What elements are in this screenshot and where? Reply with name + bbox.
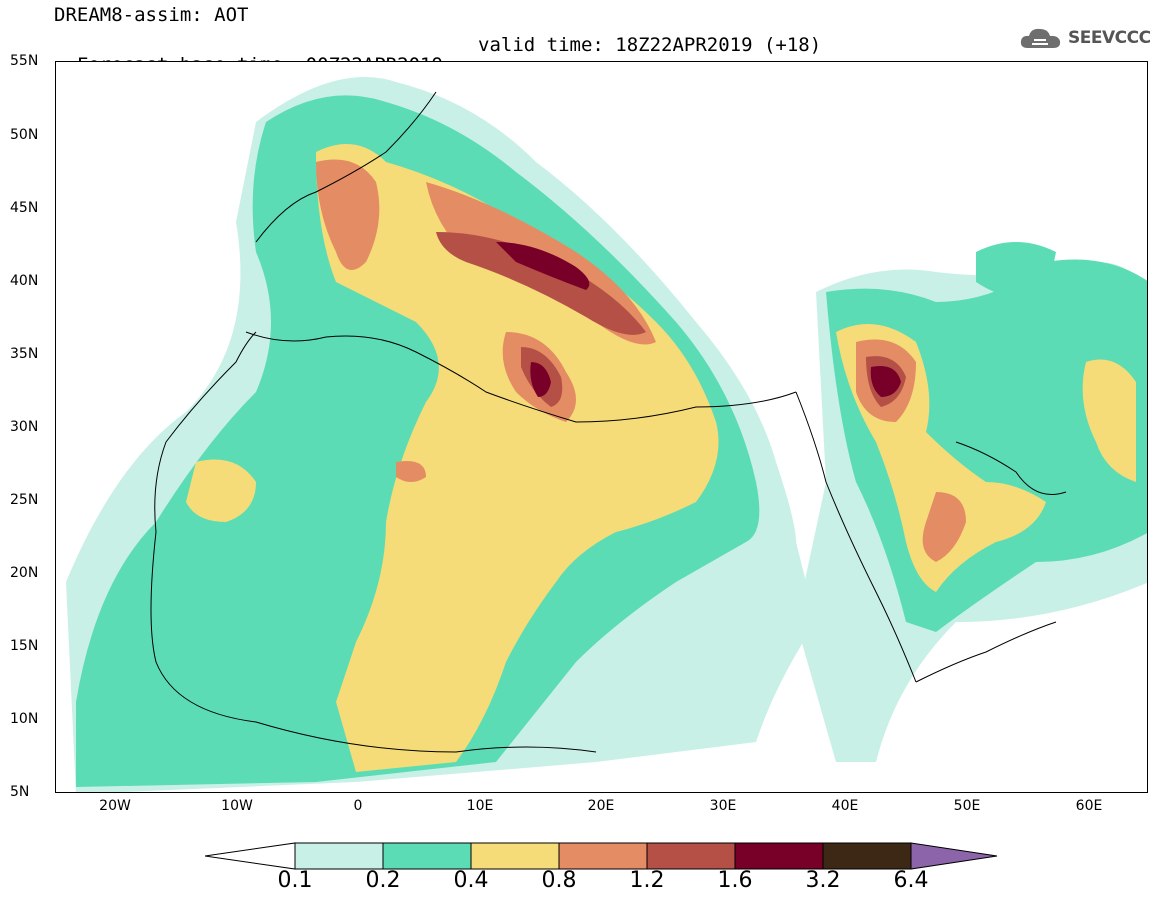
- colorbar-label: 0.2: [365, 868, 401, 893]
- colorbar-under-arrow: [205, 842, 296, 870]
- lon-label: 40E: [831, 798, 859, 814]
- lat-label: 10N: [10, 711, 39, 727]
- lat-label: 40N: [10, 273, 39, 289]
- colorbar-label: 1.2: [629, 868, 665, 893]
- lat-label: 25N: [10, 492, 39, 508]
- lon-label: 30E: [709, 798, 737, 814]
- lat-label: 50N: [10, 127, 39, 143]
- colorbar-label: 0.1: [277, 868, 313, 893]
- colorbar-swatch: [382, 842, 472, 870]
- lon-label: 20W: [99, 798, 131, 814]
- valid-time: valid time: 18Z22APR2019 (+18): [478, 34, 822, 56]
- lat-label: 20N: [10, 565, 39, 581]
- lat-label: 45N: [10, 200, 39, 216]
- lon-label: 10W: [221, 798, 253, 814]
- lat-label: 55N: [10, 53, 39, 69]
- colorbar-label: 0.8: [541, 868, 577, 893]
- colorbar-swatch: [470, 842, 560, 870]
- lon-label: 60E: [1075, 798, 1103, 814]
- colorbar-label: 6.4: [893, 868, 929, 893]
- aot-band-1.6: [496, 242, 901, 397]
- colorbar-swatch: [558, 842, 648, 870]
- colorbar-label: 3.2: [805, 868, 841, 893]
- cloud-icon: [1020, 28, 1061, 48]
- lat-label: 35N: [10, 346, 39, 362]
- colorbar-label: 0.4: [453, 868, 489, 893]
- aot-field: [66, 77, 1147, 792]
- colorbar: [205, 842, 998, 870]
- colorbar-label: 1.6: [717, 868, 753, 893]
- colorbar-over-arrow: [910, 842, 998, 870]
- seevccc-logo: SEEVCCC: [1018, 24, 1151, 52]
- map-area: [55, 61, 1148, 793]
- lon-label: 50E: [953, 798, 981, 814]
- colorbar-swatch: [822, 842, 912, 870]
- lon-label: 10E: [466, 798, 494, 814]
- lat-label: 15N: [10, 638, 39, 654]
- lon-label: 0: [353, 798, 363, 814]
- map-title: DREAM8-assim: AOT: [54, 4, 249, 26]
- lat-label: 5N: [10, 784, 30, 800]
- colorbar-swatch: [734, 842, 824, 870]
- colorbar-swatch: [646, 842, 736, 870]
- lon-label: 20E: [587, 798, 615, 814]
- coastlines: [150, 91, 1067, 753]
- logo-text: SEEVCCC: [1068, 28, 1151, 48]
- colorbar-swatch: [294, 842, 384, 870]
- lat-label: 30N: [10, 419, 39, 435]
